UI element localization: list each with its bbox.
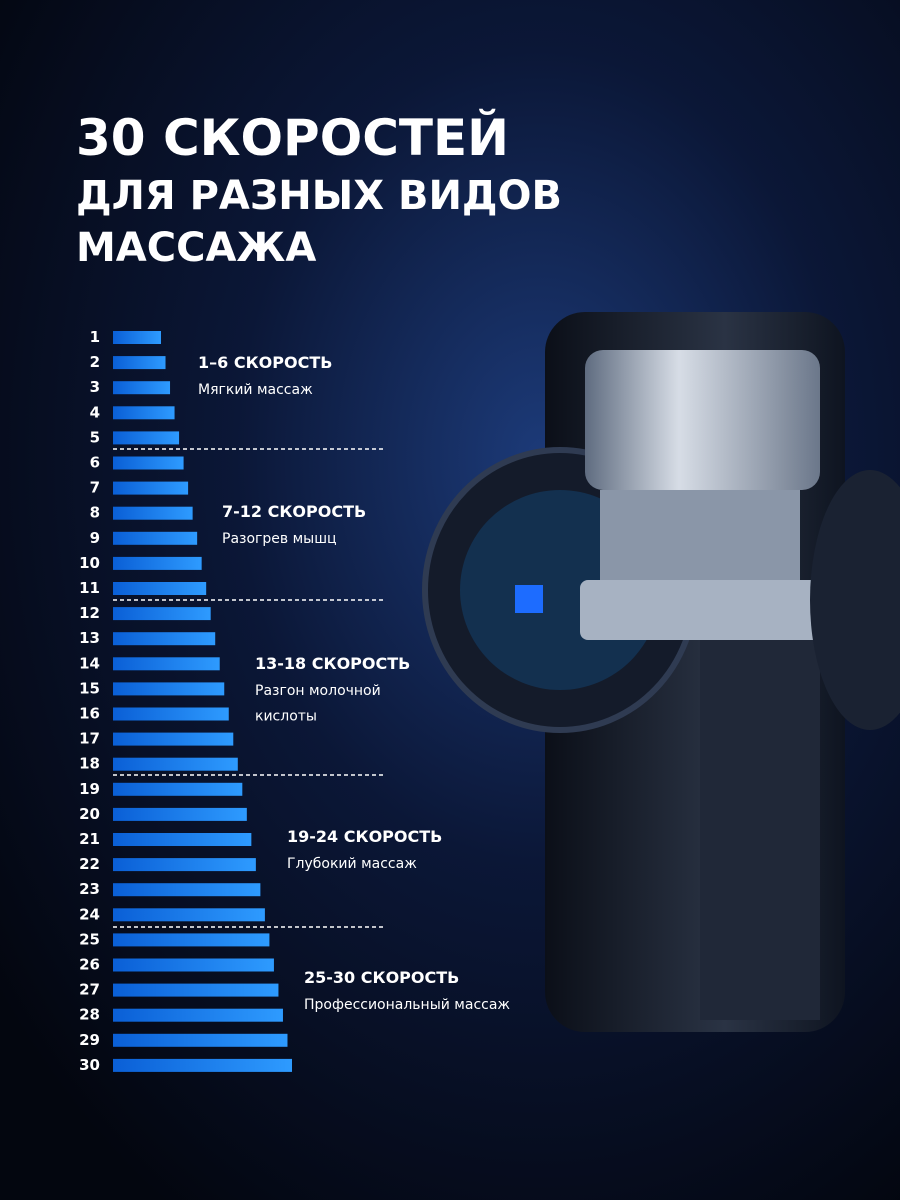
speed-bar xyxy=(113,958,274,972)
speed-bar xyxy=(113,456,184,470)
speed-bar xyxy=(113,807,247,821)
group-description: Разгон молочной xyxy=(255,683,381,699)
group-title: 25-30 СКОРОСТЬ xyxy=(304,968,459,987)
speed-bar xyxy=(113,933,270,947)
speed-label: 12 xyxy=(79,604,100,622)
title-line: ДЛЯ РАЗНЫХ ВИДОВ xyxy=(76,173,562,219)
speed-bar xyxy=(113,1033,288,1047)
speed-bar xyxy=(113,657,220,671)
speed-bar xyxy=(113,632,216,646)
speed-bar xyxy=(113,582,207,595)
speed-bar xyxy=(113,331,161,344)
speed-label: 21 xyxy=(79,830,100,848)
speed-bar xyxy=(113,481,189,495)
speed-bar xyxy=(113,782,243,796)
speed-label: 20 xyxy=(79,805,100,823)
speed-bar xyxy=(113,908,265,922)
speed-label: 17 xyxy=(79,730,100,748)
speed-bar xyxy=(113,682,225,696)
group-description: Разогрев мышц xyxy=(222,531,337,547)
speed-label: 13 xyxy=(79,629,100,647)
speed-label: 6 xyxy=(90,454,100,472)
group-description: Глубокий массаж xyxy=(287,856,417,872)
speed-label: 29 xyxy=(79,1031,100,1049)
speed-bar xyxy=(113,607,211,621)
speed-label: 2 xyxy=(90,353,100,371)
group-title: 7-12 СКОРОСТЬ xyxy=(222,502,366,521)
speed-bar xyxy=(113,381,171,395)
speed-bar xyxy=(113,757,238,771)
dividers xyxy=(113,448,385,928)
group-title: 13-18 СКОРОСТЬ xyxy=(255,654,410,673)
speed-bar xyxy=(113,406,175,420)
speed-label: 3 xyxy=(90,378,100,396)
group-description: кислоты xyxy=(255,709,317,725)
speed-label: 9 xyxy=(90,529,100,547)
speed-label: 23 xyxy=(79,880,100,898)
speed-label: 22 xyxy=(79,855,100,873)
group-description: Мягкий массаж xyxy=(198,382,313,398)
speed-label: 5 xyxy=(90,428,100,446)
group-description: Профессиональный массаж xyxy=(304,997,510,1013)
speed-label: 19 xyxy=(79,780,100,798)
speed-label: 15 xyxy=(79,679,100,697)
speed-label: 24 xyxy=(79,905,100,923)
speed-label: 11 xyxy=(79,579,100,597)
speed-bar xyxy=(113,1008,283,1022)
speed-bar xyxy=(113,707,229,721)
speed-label: 1 xyxy=(90,328,100,346)
product-image xyxy=(422,312,900,1032)
speed-label: 26 xyxy=(79,956,100,974)
group-title: 1–6 СКОРОСТЬ xyxy=(198,353,332,372)
speed-bar xyxy=(113,556,202,570)
speed-label: 7 xyxy=(90,479,100,497)
speed-bar xyxy=(113,356,166,370)
speed-label: 27 xyxy=(79,981,100,999)
speed-bar xyxy=(113,833,252,846)
speed-label: 18 xyxy=(79,755,100,773)
speed-bar xyxy=(113,431,180,445)
speed-label: 10 xyxy=(79,554,100,572)
speed-label: 28 xyxy=(79,1006,100,1024)
speed-label: 25 xyxy=(79,930,100,948)
speed-bar xyxy=(113,506,193,520)
speed-bar xyxy=(113,531,198,545)
group-title: 19-24 СКОРОСТЬ xyxy=(287,827,442,846)
speed-label: 16 xyxy=(79,705,100,723)
title-line: МАССАЖА xyxy=(76,225,316,271)
speed-label: 30 xyxy=(79,1056,100,1074)
speed-bar xyxy=(113,858,256,872)
speed-label: 14 xyxy=(79,654,100,672)
speed-bar xyxy=(113,1058,292,1072)
speed-label: 4 xyxy=(90,403,100,421)
speed-label: 8 xyxy=(90,504,100,522)
speed-bar xyxy=(113,732,234,746)
title-line: 30 СКОРОСТЕЙ xyxy=(76,108,509,167)
speed-bar xyxy=(113,983,279,997)
speed-bar xyxy=(113,883,261,897)
